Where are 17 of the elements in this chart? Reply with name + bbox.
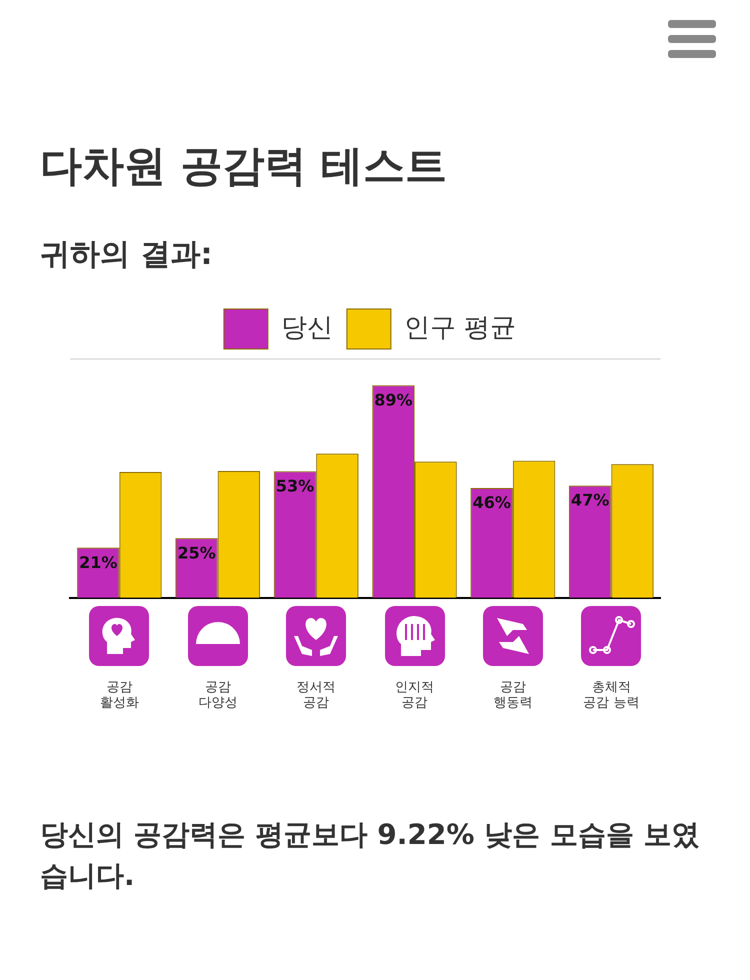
x-tick-label: 총체적 공감 능력 (583, 680, 640, 711)
x-tick-label: 공감 다양성 (198, 680, 238, 711)
data-label: 89% (374, 390, 413, 410)
x-tick-label: 공감 활성화 (100, 680, 139, 711)
chart-title: 다차원 공감력 테스트 (39, 140, 448, 192)
x-tick-label: 정서적 공감 (296, 680, 336, 711)
data-label: 53% (276, 476, 314, 496)
chart-subtitle: 귀하의 결과: (40, 236, 214, 274)
text: 당신의 공감력은 평균보다 9.22% 낮은 모습을 보였습니다. (40, 817, 701, 894)
data-label: 46% (472, 493, 511, 512)
x-tick-label: 공감 행동력 (493, 680, 532, 711)
legend-label: 인구 평균 (404, 312, 516, 343)
data-label: 25% (177, 543, 216, 562)
x-tick-label: 인지적 공감 (395, 680, 434, 711)
data-label: 21% (79, 552, 118, 572)
legend-label: 당신 (280, 312, 333, 343)
data-label: 47% (570, 490, 610, 510)
